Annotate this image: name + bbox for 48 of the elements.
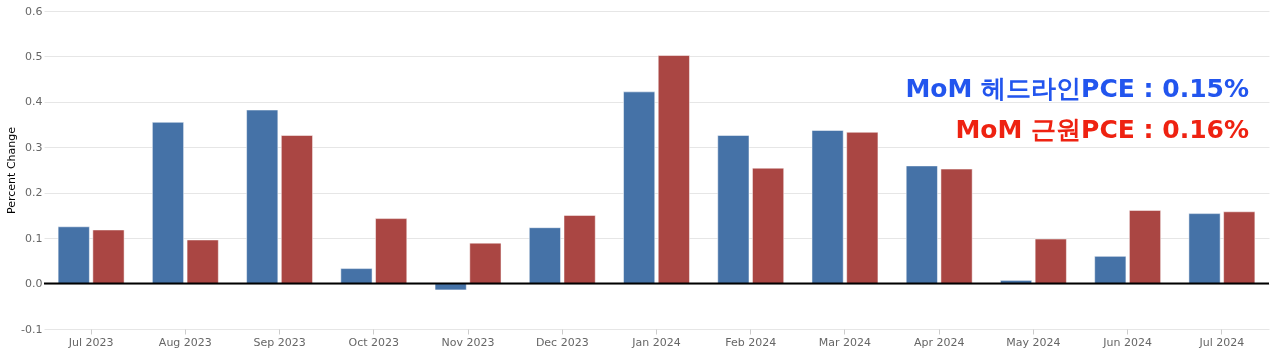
annotation: MoM 근원PCE : 0.16%: [955, 115, 1249, 144]
y-tick-label: 0.5: [25, 49, 43, 63]
bar: [152, 122, 184, 284]
x-tick-label: Jul 2024: [1198, 335, 1245, 349]
bar: [92, 229, 125, 284]
y-axis-title: Percent Change: [5, 126, 19, 215]
bar: [717, 135, 750, 284]
x-tick-label: Oct 2023: [348, 335, 400, 349]
bar: [1223, 211, 1256, 284]
x-tick-label: Feb 2024: [725, 335, 777, 349]
y-tick-label: 0.0: [25, 277, 43, 291]
bar: [57, 226, 90, 284]
x-tick-label: Jul 2023: [67, 335, 114, 349]
bar: [563, 215, 596, 284]
y-tick-label: -0.1: [21, 322, 43, 336]
bar: [1094, 256, 1127, 284]
x-tick-label: Dec 2023: [535, 335, 589, 349]
annotation: MoM 헤드라인PCE : 0.15%: [905, 74, 1249, 103]
bar: [375, 218, 408, 284]
bar: [657, 55, 690, 284]
x-tick-label: Mar 2024: [818, 335, 872, 349]
x-tick-label: Sep 2023: [253, 335, 306, 349]
x-tick-label: Aug 2023: [158, 335, 212, 349]
y-tick-label: 0.4: [25, 95, 43, 109]
y-tick-label: 0.1: [25, 231, 43, 245]
bar: [1188, 213, 1221, 284]
y-tick-label: 0.6: [25, 4, 43, 18]
bar: [623, 91, 656, 284]
x-tick-label: Jan 2024: [631, 335, 681, 349]
bar: [752, 167, 784, 284]
x-tick-label: Apr 2024: [913, 335, 965, 349]
bar: [186, 239, 219, 284]
bar: [846, 132, 879, 284]
bar: [246, 109, 279, 284]
bar: [340, 268, 373, 284]
bar: [1034, 238, 1067, 284]
bar: [1129, 210, 1161, 284]
bar: [905, 165, 938, 284]
bar: [529, 227, 561, 284]
bar: [469, 242, 502, 284]
x-tick-label: Nov 2023: [441, 335, 495, 349]
bar: [940, 168, 973, 284]
y-tick-label: 0.3: [25, 140, 43, 154]
bar: [811, 130, 844, 284]
bar: [281, 135, 313, 284]
x-tick-label: May 2024: [1006, 335, 1061, 349]
y-tick-label: 0.2: [25, 186, 43, 200]
x-tick-label: Jun 2024: [1102, 335, 1152, 349]
